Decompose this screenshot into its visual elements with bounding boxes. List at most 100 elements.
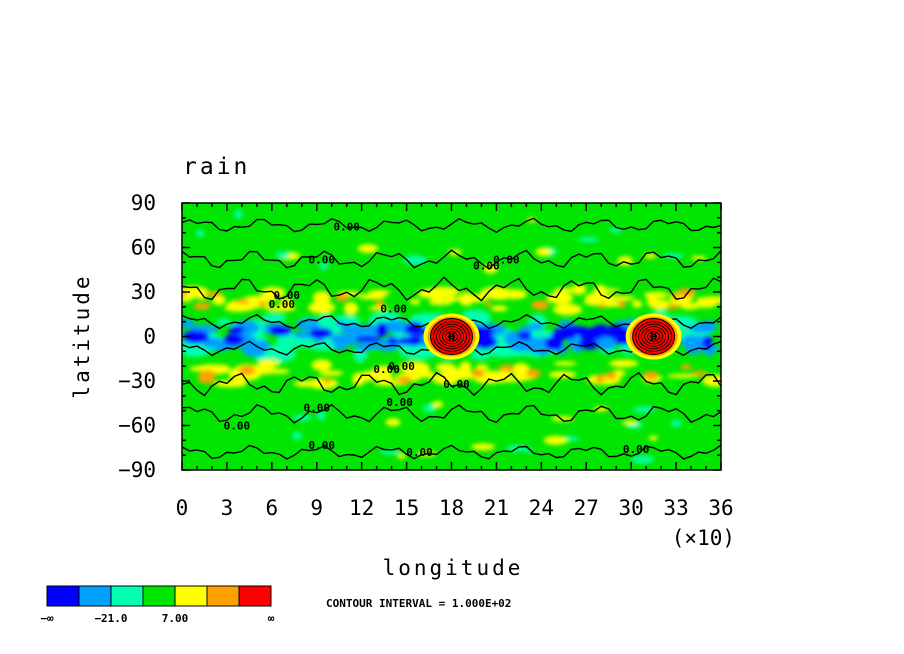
field-patch [594,284,607,297]
field-patch [311,359,332,371]
contour-line [182,276,721,302]
y-tick-label: 0 [143,325,156,349]
field-patch [212,295,226,306]
maximum-marker: H [650,331,657,344]
field-patch [358,293,387,300]
field-patch [702,335,713,350]
contour-label: 0.00 [274,289,301,302]
field-patch [399,336,410,345]
field-patch [234,209,243,220]
field-patch [631,455,655,464]
chart-title: rain [183,154,250,180]
field-patch [333,342,347,351]
field-patch [475,364,489,371]
field-patch [553,334,565,341]
field-patch [397,453,406,459]
x-tick-label: 21 [484,496,509,520]
field-patch [622,420,638,425]
field-patch [238,365,256,375]
field-patch [293,380,319,387]
field-patch [608,359,639,368]
x-tick-label: 12 [349,496,374,520]
colorbar-label: ∞ [268,612,275,625]
field-patch [595,374,605,384]
colorbar-swatch [206,585,240,607]
field-patch [308,301,335,314]
x-tick-label: 15 [394,496,419,520]
contour-line [182,371,721,397]
field-patch [525,369,541,378]
field-patch [397,376,412,384]
y-tick-label: 60 [131,236,156,260]
field-patch [330,333,359,346]
axis-ticks [181,202,722,471]
field-patch [553,361,577,366]
field-patch [318,262,329,270]
maximum-contour [445,331,458,342]
y-tick-label: −90 [118,458,156,482]
field-patch [319,370,344,376]
field-patch [599,303,606,309]
maximum-contour [644,328,664,345]
field-patch [193,302,212,310]
maximum-contour [433,321,470,352]
field-patch [433,377,459,385]
x-tick-label: 30 [619,496,644,520]
field-patch [578,237,599,242]
field-patch [182,292,188,298]
field-patch [690,255,707,261]
y-tick-label: −30 [118,369,156,393]
field-patch [435,363,456,372]
field-patch [501,289,528,300]
contour-label: 0.00 [386,396,413,409]
contour-line [182,249,721,270]
field-patch [618,299,626,309]
field-patch [485,301,493,307]
contour-label: 0.00 [308,439,335,452]
field-patch [691,370,708,376]
field-patch [375,300,385,307]
contour-interval-note: CONTOUR INTERVAL = 1.000E+02 [326,597,511,610]
field-patch [644,371,658,380]
field-patch [483,263,498,274]
colorbar-swatch [142,585,176,607]
field-patch [471,369,484,378]
contour-label: 0.00 [388,360,415,373]
field-patch [498,364,515,372]
field-patch [275,251,291,259]
colorbar-swatch [238,585,272,607]
contour-label: 0.00 [380,302,407,315]
field-patch [292,432,303,440]
field-patch [182,319,196,328]
field-patch [543,435,568,445]
field-patch [517,331,532,340]
y-axis-label: latitude [70,273,94,398]
contour-label: 0.00 [406,446,433,459]
field-patch [309,327,333,339]
field-patch [700,320,717,327]
colorbar [46,585,272,607]
contour-label: 0.00 [443,378,470,391]
field-patch [666,373,700,379]
field-patch [264,368,290,374]
y-tick-labels: 90 60 30 0 −30 −60 −90 [118,191,156,482]
maximum-contour [647,331,661,342]
maximum-contour [635,321,673,352]
x-tick-label: 18 [439,496,464,520]
colorbar-swatch [174,585,208,607]
field-patch [548,371,577,379]
field-patch [511,363,531,377]
x-tick-label: 0 [176,496,189,520]
field-patch [631,300,643,308]
x-tick-label: 24 [529,496,554,520]
x-multiplier: (×10) [672,526,735,550]
field-patch [204,291,223,297]
field-patch [428,299,453,306]
field-patch [415,369,433,378]
contour-label: 0.00 [493,253,520,266]
colorbar-label: −21.0 [94,612,127,625]
field-patch [313,291,331,305]
maximum-contour [439,326,464,347]
